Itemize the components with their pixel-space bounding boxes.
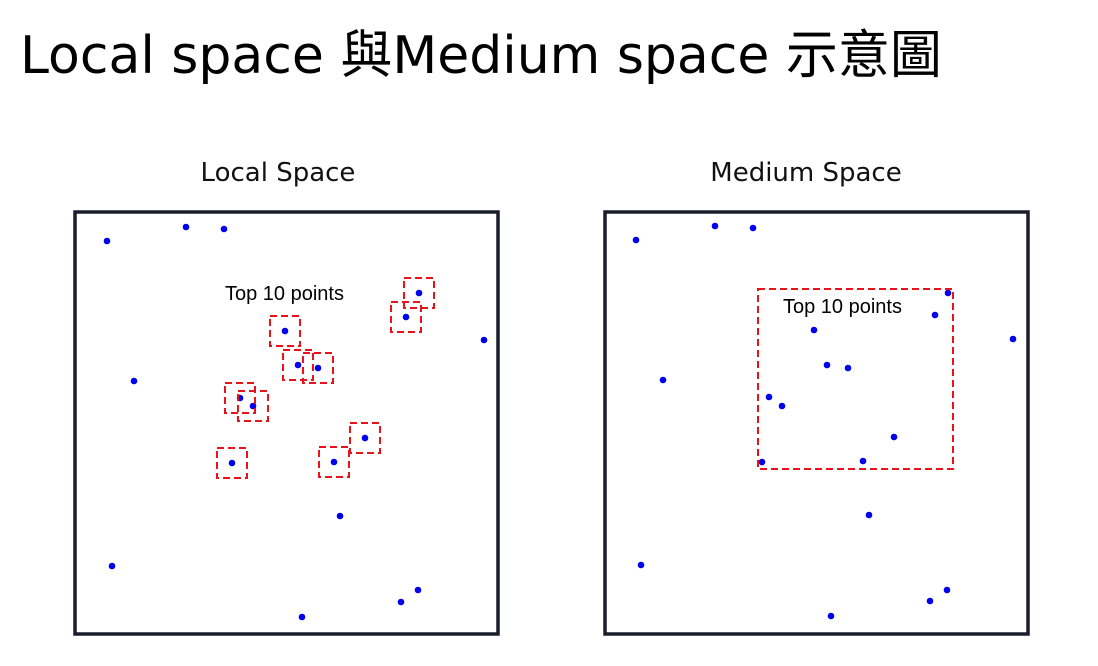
data-point: [130, 377, 138, 385]
selection-box: [403, 277, 435, 309]
medium-space-panel: Top 10 points: [603, 210, 1030, 636]
data-point: [758, 458, 766, 466]
data-point: [249, 402, 257, 410]
selection-box: [282, 349, 314, 381]
local-annotation: Top 10 points: [225, 283, 344, 305]
local-space-frame: [73, 210, 500, 636]
data-point: [298, 613, 306, 621]
selection-box: [216, 447, 248, 479]
medium-annotation: Top 10 points: [783, 296, 902, 318]
medium-selection-box: [757, 288, 954, 470]
data-point: [931, 311, 939, 319]
data-point: [397, 598, 405, 606]
medium-space-title: Medium Space: [710, 158, 902, 188]
data-point: [1009, 335, 1017, 343]
data-point: [827, 612, 835, 620]
data-point: [182, 223, 190, 231]
data-point: [361, 434, 369, 442]
data-point: [778, 402, 786, 410]
data-point: [926, 597, 934, 605]
data-point: [414, 586, 422, 594]
data-point: [810, 326, 818, 334]
selection-box: [269, 315, 301, 347]
data-point: [103, 237, 111, 245]
data-point: [749, 224, 757, 232]
local-selection-boxes: [216, 277, 435, 479]
selection-box: [390, 301, 422, 333]
data-point: [637, 561, 645, 569]
data-point: [330, 458, 338, 466]
data-point: [943, 586, 951, 594]
medium-space-frame: [603, 210, 1030, 636]
data-point: [844, 364, 852, 372]
local-space-title: Local Space: [200, 158, 356, 188]
selection-box: [349, 422, 381, 454]
data-point: [890, 433, 898, 441]
local-space-panel: Top 10 points: [73, 210, 500, 636]
data-point: [480, 336, 488, 344]
data-point: [859, 457, 867, 465]
data-point: [765, 393, 773, 401]
data-point: [336, 512, 344, 520]
data-point: [415, 289, 423, 297]
data-point: [659, 376, 667, 384]
data-point: [294, 361, 302, 369]
selection-box: [302, 352, 334, 384]
data-point: [711, 222, 719, 230]
data-point: [865, 511, 873, 519]
data-point: [108, 562, 116, 570]
selection-box: [224, 382, 256, 414]
selection-box: [318, 446, 350, 478]
data-point: [402, 313, 410, 321]
data-point: [944, 289, 952, 297]
selection-box: [237, 390, 269, 422]
data-point: [228, 459, 236, 467]
data-point: [632, 236, 640, 244]
medium-points: [632, 222, 1017, 620]
data-point: [314, 364, 322, 372]
data-point: [823, 361, 831, 369]
local-points: [103, 223, 488, 621]
data-point: [281, 327, 289, 335]
data-point: [220, 225, 228, 233]
page-title: Local space 與Medium space 示意圖: [20, 26, 942, 86]
